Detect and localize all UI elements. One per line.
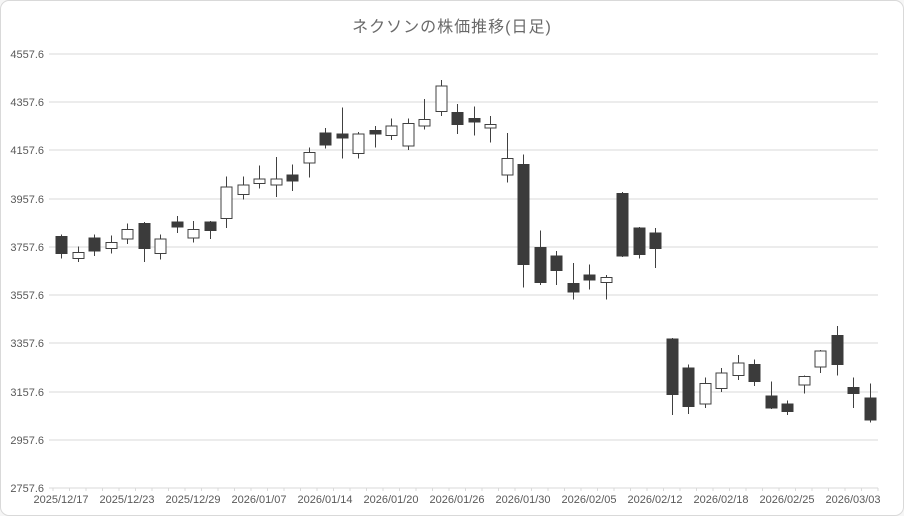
x-axis-date-label: 2026/02/18 bbox=[693, 494, 748, 506]
x-axis-date-label: 2026/02/25 bbox=[759, 494, 814, 506]
candle-body-down bbox=[567, 283, 580, 293]
y-axis-tick-label: 4157.6 bbox=[10, 145, 44, 157]
candle-body-up bbox=[600, 277, 613, 283]
x-axis-date-label: 2026/01/20 bbox=[363, 494, 418, 506]
candle-body-down bbox=[831, 335, 844, 365]
candle-body-up bbox=[105, 242, 118, 250]
y-axis-tick-label: 2957.6 bbox=[10, 435, 44, 447]
candle-body-down bbox=[517, 163, 530, 265]
y-axis-tick-label: 2757.6 bbox=[10, 483, 44, 495]
candle-body-up bbox=[732, 362, 745, 376]
x-axis-date-label: 2025/12/23 bbox=[99, 494, 154, 506]
candle-body-down bbox=[336, 133, 349, 139]
candle-body-down bbox=[583, 274, 596, 281]
candle-body-down bbox=[633, 227, 646, 256]
candle-body-up bbox=[187, 228, 200, 239]
x-axis-date-label: 2026/02/05 bbox=[561, 494, 616, 506]
candle-body-up bbox=[270, 178, 283, 186]
candle-body-up bbox=[72, 251, 85, 259]
candle-body-up bbox=[220, 186, 233, 220]
candle-body-down bbox=[286, 174, 299, 182]
x-axis-date-label: 2025/12/17 bbox=[33, 494, 88, 506]
x-axis-date-label: 2025/12/29 bbox=[165, 494, 220, 506]
y-axis-tick-label: 4357.6 bbox=[10, 97, 44, 109]
candle-body-down bbox=[55, 236, 68, 255]
candle-body-up bbox=[154, 238, 167, 255]
candle-body-up bbox=[121, 228, 134, 240]
y-axis-tick-label: 3357.6 bbox=[10, 338, 44, 350]
candle-body-up bbox=[814, 350, 827, 368]
candle-body-up bbox=[402, 122, 415, 147]
candle-body-down bbox=[468, 118, 481, 123]
candle-body-down bbox=[864, 397, 877, 421]
y-axis-tick-label: 3957.6 bbox=[10, 194, 44, 206]
candle-body-up bbox=[253, 178, 266, 185]
y-axis-tick-label: 3757.6 bbox=[10, 242, 44, 254]
candle-body-down bbox=[765, 395, 778, 409]
candle-body-up bbox=[385, 125, 398, 136]
candle-body-down bbox=[88, 237, 101, 252]
candle-body-down bbox=[138, 222, 151, 250]
candle-body-up bbox=[237, 184, 250, 195]
candle-body-up bbox=[303, 151, 316, 164]
y-axis-tick-label: 4557.6 bbox=[10, 49, 44, 61]
candle-body-up bbox=[699, 383, 712, 405]
candle-body-down bbox=[682, 367, 695, 408]
candle-body-down bbox=[534, 247, 547, 283]
x-axis-date-label: 2026/01/26 bbox=[429, 494, 484, 506]
candle-body-down bbox=[666, 338, 679, 396]
x-axis-date-label: 2026/03/03 bbox=[825, 494, 880, 506]
candle-body-down bbox=[748, 363, 761, 382]
candle-body-down bbox=[649, 232, 662, 250]
candle-body-up bbox=[418, 119, 431, 127]
x-axis-date-label: 2026/01/07 bbox=[231, 494, 286, 506]
candle-body-down bbox=[616, 192, 629, 257]
candle-body-down bbox=[204, 221, 217, 232]
candle-body-up bbox=[798, 376, 811, 386]
candle-body-up bbox=[435, 85, 448, 112]
candle-body-down bbox=[550, 255, 563, 271]
candle-body-down bbox=[451, 111, 464, 126]
candle-body-down bbox=[369, 130, 382, 135]
candle-body-down bbox=[171, 221, 184, 228]
candle-body-down bbox=[847, 386, 860, 394]
y-axis-tick-label: 3157.6 bbox=[10, 387, 44, 399]
x-axis-date-label: 2026/01/14 bbox=[297, 494, 352, 506]
y-axis-tick-label: 3557.6 bbox=[10, 290, 44, 302]
x-axis-date-label: 2026/02/12 bbox=[627, 494, 682, 506]
candle-body-up bbox=[352, 133, 365, 154]
candle-body-down bbox=[319, 132, 332, 146]
candle-body-up bbox=[501, 157, 514, 176]
candle-body-down bbox=[781, 403, 794, 412]
candle-body-up bbox=[484, 124, 497, 129]
candle-body-up bbox=[715, 372, 728, 390]
x-axis-date-label: 2026/01/30 bbox=[495, 494, 550, 506]
chart-title: ネクソンの株価推移(日足) bbox=[352, 19, 552, 36]
